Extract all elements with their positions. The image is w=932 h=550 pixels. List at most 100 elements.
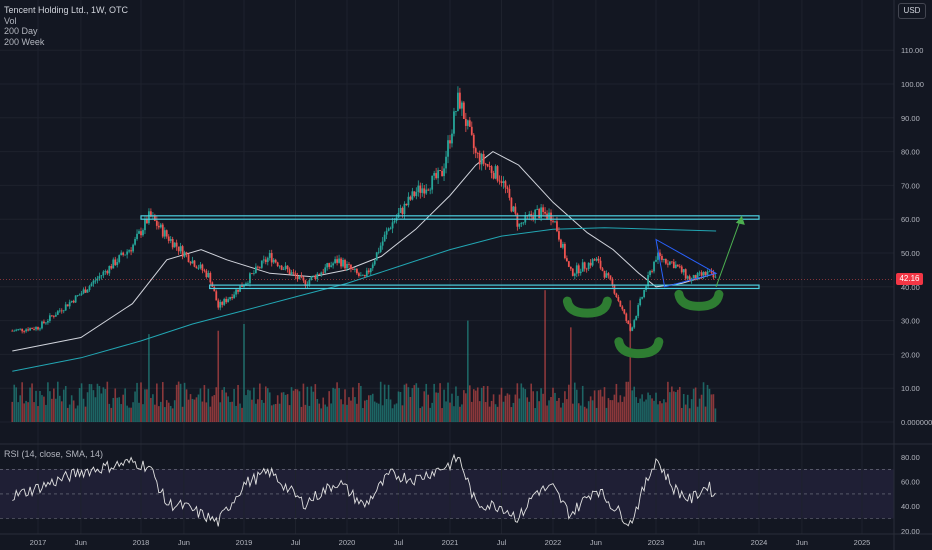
candle-body bbox=[455, 111, 457, 112]
candle-body bbox=[714, 276, 717, 278]
time-axis: 2017 Jun 2018 Jun 2019 Jul 2020 Jul 2021 Jul 2022 J… bbox=[30, 538, 871, 547]
candle-body bbox=[19, 328, 22, 330]
rsi-legend[interactable]: RSI (14, close, SMA, 14) bbox=[4, 449, 104, 459]
volume-bar bbox=[41, 395, 43, 422]
volume-bar bbox=[146, 389, 148, 422]
volume-bar bbox=[227, 396, 229, 422]
candle-body bbox=[611, 279, 614, 285]
volume-bar bbox=[641, 394, 643, 422]
volume-bar bbox=[15, 387, 18, 422]
candle-body bbox=[48, 315, 51, 321]
volume-bar bbox=[601, 396, 604, 422]
candle-body bbox=[655, 259, 657, 262]
candle-body bbox=[480, 154, 483, 165]
candle-body bbox=[540, 207, 543, 218]
volume-bar bbox=[257, 399, 259, 422]
volume-bar bbox=[207, 388, 210, 422]
candle-body bbox=[268, 253, 271, 258]
volume-bar bbox=[78, 388, 81, 422]
volume-bar bbox=[11, 401, 14, 422]
volume-bar bbox=[314, 384, 317, 422]
candle-body bbox=[427, 189, 430, 191]
candle-body bbox=[153, 215, 156, 221]
volume-bar bbox=[512, 402, 515, 422]
candle-body bbox=[237, 289, 239, 292]
legend-200-day[interactable]: 200 Day bbox=[4, 26, 38, 36]
candle-body bbox=[148, 211, 150, 224]
candle-body bbox=[92, 280, 95, 284]
legend-200-week[interactable]: 200 Week bbox=[4, 36, 45, 47]
candle-body bbox=[688, 276, 691, 282]
candle-body bbox=[328, 263, 331, 267]
time-tick-label: Jun bbox=[796, 538, 808, 547]
price-tick-label: 10.00 bbox=[901, 384, 920, 393]
currency-button[interactable]: USD bbox=[898, 3, 926, 19]
candle-body bbox=[217, 300, 220, 308]
volume-bar bbox=[405, 383, 408, 422]
volume-bar bbox=[296, 389, 299, 422]
projection-arrowhead bbox=[735, 215, 745, 225]
volume-bar bbox=[70, 395, 73, 422]
candle-body bbox=[464, 118, 467, 126]
volume-bar bbox=[439, 383, 441, 422]
candle-body bbox=[120, 252, 123, 256]
volume-bar bbox=[60, 401, 63, 422]
candle-body bbox=[585, 268, 588, 270]
candle-body bbox=[567, 261, 570, 267]
volume-bar bbox=[340, 399, 342, 422]
volume-bar bbox=[161, 382, 164, 422]
volume-bar bbox=[564, 391, 566, 422]
candle-body bbox=[140, 231, 142, 236]
volume-bar bbox=[399, 392, 402, 422]
candle-body bbox=[346, 263, 348, 269]
triangle-pattern bbox=[655, 238, 718, 288]
candle-body bbox=[573, 273, 576, 276]
volume-bar bbox=[19, 395, 21, 422]
candle-body bbox=[278, 265, 281, 267]
candle-body bbox=[142, 230, 144, 236]
candle-body bbox=[363, 274, 366, 277]
volume-bar bbox=[534, 408, 536, 422]
volume-bar bbox=[417, 387, 420, 422]
candle-body bbox=[106, 271, 109, 274]
volume-bar bbox=[201, 401, 204, 422]
volume-bar bbox=[431, 402, 433, 422]
candle-body bbox=[393, 220, 396, 223]
candle-body bbox=[350, 264, 352, 270]
volume-bar bbox=[500, 387, 503, 422]
volume-bar bbox=[669, 392, 671, 422]
candle-body bbox=[435, 173, 438, 179]
volume-bar bbox=[189, 394, 192, 422]
candle-body bbox=[490, 166, 493, 173]
candle-body bbox=[286, 265, 289, 270]
volume-bar bbox=[92, 390, 95, 422]
volume-bar bbox=[607, 398, 610, 422]
candle-body bbox=[82, 289, 85, 294]
legend-vol[interactable]: Vol bbox=[4, 15, 17, 26]
candle-body bbox=[512, 206, 515, 212]
candle-body bbox=[641, 297, 644, 299]
volume-bar bbox=[415, 383, 418, 422]
time-tick-label: Jun bbox=[693, 538, 705, 547]
volume-bar bbox=[158, 406, 160, 422]
volume-bar bbox=[443, 389, 445, 422]
candle-body bbox=[356, 268, 358, 274]
candle-body bbox=[476, 152, 479, 154]
volume-bar bbox=[169, 405, 172, 422]
time-tick-label: 2023 bbox=[648, 538, 665, 547]
volume-bar bbox=[152, 394, 154, 422]
candle-body bbox=[320, 272, 323, 275]
volume-bar bbox=[225, 392, 227, 422]
volume-bar bbox=[306, 386, 309, 422]
volume-bar bbox=[544, 290, 546, 422]
time-tick-label: 2019 bbox=[236, 538, 253, 547]
candle-body bbox=[352, 269, 354, 270]
volume-bar bbox=[259, 383, 261, 422]
candle-body bbox=[326, 263, 329, 268]
volume-bar bbox=[163, 407, 166, 422]
volume-bar bbox=[310, 386, 313, 422]
symbol-title[interactable]: Tencent Holding Ltd., 1W, OTC bbox=[4, 5, 129, 15]
candle-body bbox=[270, 253, 273, 263]
time-tick-label: 2017 bbox=[30, 538, 47, 547]
